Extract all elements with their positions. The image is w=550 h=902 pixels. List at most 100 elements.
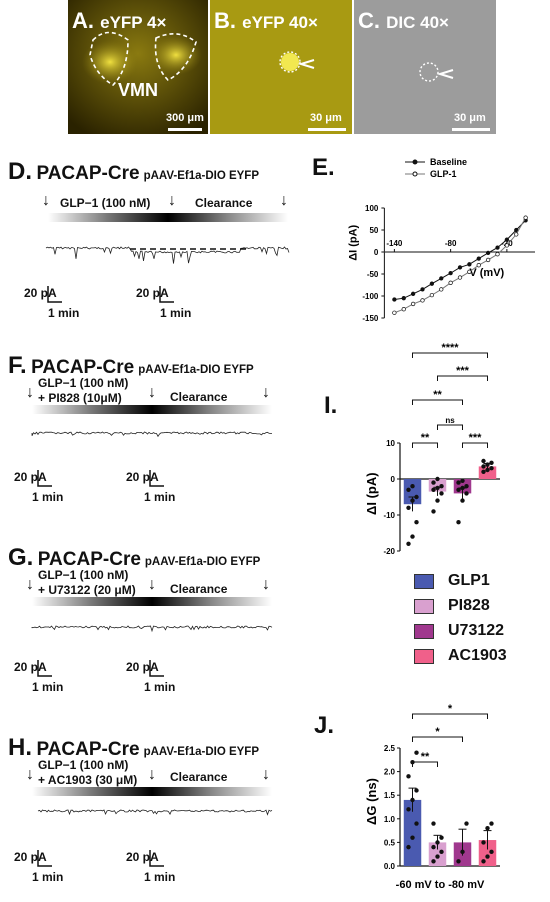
data-point — [406, 774, 411, 779]
data-point — [435, 854, 440, 859]
series-point — [523, 215, 528, 220]
series-point — [439, 287, 444, 292]
data-point — [439, 484, 444, 489]
legend-swatch — [414, 623, 434, 639]
significance-label: *** — [469, 432, 483, 444]
series-point — [476, 256, 481, 261]
legend-swatch — [414, 598, 434, 614]
panel-g-scale-pa-2: 20 pA — [126, 660, 159, 674]
series-point — [485, 250, 491, 256]
y-tick-label: 10 — [386, 439, 395, 448]
y-axis-label: ΔI (pA) — [364, 472, 379, 515]
data-point — [406, 487, 411, 492]
data-point — [481, 840, 486, 845]
y-tick-label: -100 — [362, 292, 379, 301]
x-axis-label: V (mV) — [469, 267, 504, 279]
x-tick-label: -140 — [386, 239, 403, 248]
data-point — [410, 484, 415, 489]
panel-g-scale-pa-1: 20 pA — [14, 660, 47, 674]
series-point — [410, 291, 416, 296]
micrograph-c — [354, 0, 496, 134]
panel-d-scale-pa-1: 20 pA — [24, 286, 57, 300]
data-point — [489, 466, 494, 471]
data-point — [431, 509, 436, 514]
data-point — [481, 469, 486, 474]
data-point — [485, 854, 490, 859]
series-point — [514, 227, 519, 233]
data-point — [464, 484, 469, 489]
data-point — [406, 807, 411, 812]
trace-1 — [31, 431, 273, 438]
x-tick-label: -80 — [445, 239, 457, 248]
delta-g-chart: 2.52.01.51.00.50.0ΔG (ns)****-60 mV to -… — [364, 703, 500, 891]
micrograph-b — [210, 0, 352, 134]
y-tick-label: 0 — [374, 248, 379, 257]
data-point — [414, 750, 419, 755]
panel-d-drug: GLP−1 (100 nM) — [60, 196, 151, 210]
data-point — [435, 476, 440, 482]
data-point — [439, 835, 444, 840]
panel-h-scale-t-1: 1 min — [32, 870, 64, 884]
panel-g-arrow-3: ↓ — [262, 576, 270, 593]
panel-g-title: G. PACAP-Cre pAAV-Ef1a-DIO EYFP — [8, 544, 261, 571]
panel-h-drug-2: + AC1903 (30 μM) — [38, 773, 138, 787]
data-point — [414, 788, 419, 793]
series-point — [467, 262, 472, 267]
panel-g-arrow-2: ↓ — [148, 576, 156, 593]
y-tick-label: -150 — [362, 314, 379, 323]
data-point — [456, 480, 461, 485]
panel-h-scale-pa-2: 20 pA — [126, 850, 159, 864]
legend-label: Baseline — [430, 157, 467, 167]
data-point — [489, 849, 494, 855]
data-point — [460, 849, 465, 855]
data-point — [481, 458, 486, 464]
vmn-label: VMN — [118, 80, 158, 100]
panel-b-label: B. eYFP 40× — [214, 8, 318, 33]
legend-label: GLP-1 — [430, 169, 457, 179]
significance-label: * — [435, 726, 440, 738]
panel-f-arrow-3: ↓ — [262, 384, 270, 401]
series-point — [420, 287, 425, 292]
data-point — [456, 487, 461, 492]
series-point — [448, 280, 453, 285]
panel-h-arrow-1: ↓ — [26, 766, 34, 783]
series-point — [429, 281, 435, 286]
panel-f-scale-pa-1: 20 pA — [14, 470, 47, 484]
y-axis-label: ΔG (ns) — [364, 778, 379, 825]
y-tick-label: -50 — [367, 270, 379, 279]
significance-label: ** — [421, 751, 430, 763]
panel-c-label: C. DIC 40× — [358, 8, 449, 33]
panel-f-scale-t-1: 1 min — [32, 490, 64, 504]
panel-h-clearance: Clearance — [170, 770, 228, 784]
legend-item-ac1903: AC1903 — [414, 647, 507, 665]
legend-swatch — [414, 573, 434, 589]
panel-a-label: A. eYFP 4× — [72, 8, 167, 33]
y-tick-label: 100 — [365, 204, 379, 213]
panel-d-scale-t-1: 1 min — [48, 306, 80, 320]
series-point — [514, 232, 519, 237]
data-point — [435, 840, 440, 845]
series-point — [429, 292, 435, 298]
series-point — [448, 270, 453, 276]
data-point — [456, 859, 461, 864]
series-point — [495, 245, 500, 250]
panel-f-scale-t-2: 1 min — [144, 490, 176, 504]
series-point — [457, 265, 463, 270]
series-point — [457, 275, 463, 280]
data-point — [410, 534, 415, 539]
data-point — [410, 835, 415, 840]
data-point — [414, 520, 419, 525]
panel-h-drug-bar — [32, 787, 272, 796]
data-point — [410, 797, 415, 803]
data-point — [439, 491, 444, 496]
series-point — [401, 296, 406, 301]
significance-bracket — [437, 375, 488, 381]
significance-bracket — [412, 352, 488, 358]
panel-f-drug-1: GLP−1 (100 nM) — [38, 376, 129, 390]
legend-item-u73122: U73122 — [414, 622, 504, 640]
data-point — [410, 498, 415, 503]
data-point — [464, 821, 469, 826]
data-point — [431, 821, 436, 826]
series-point — [410, 301, 416, 307]
